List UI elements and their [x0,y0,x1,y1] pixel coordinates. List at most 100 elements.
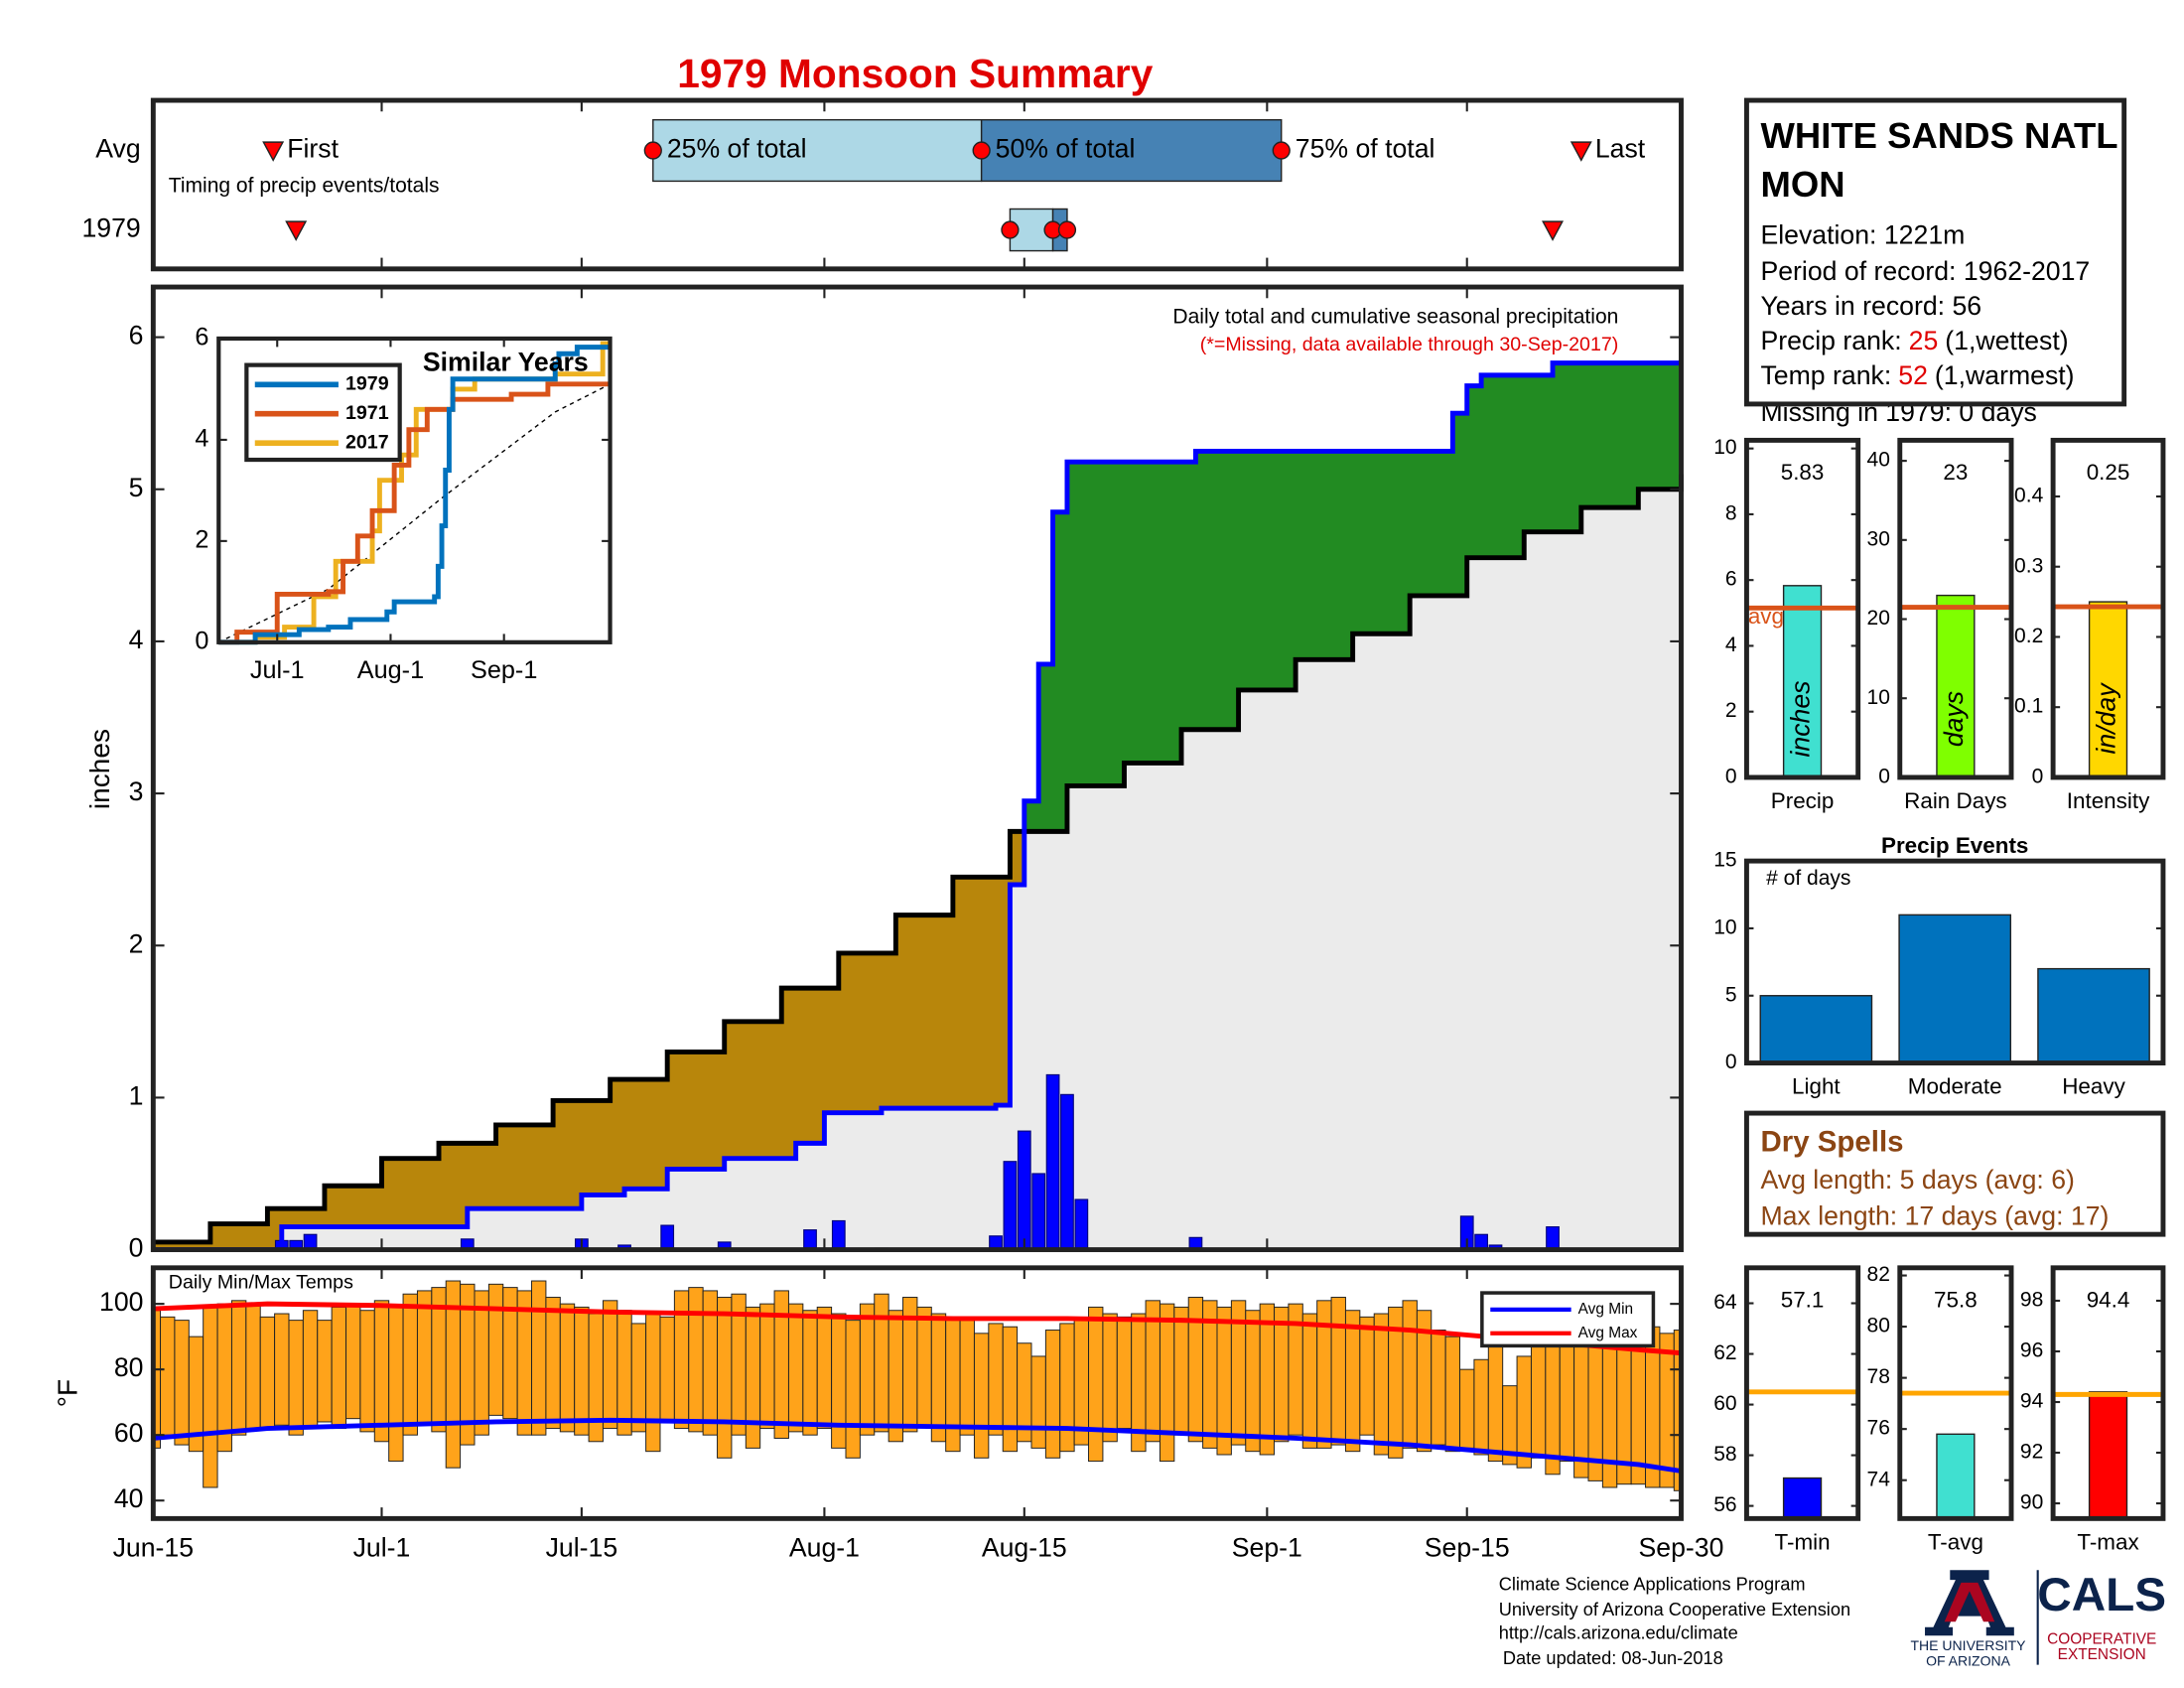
x-tick-label: Sep-1 [1232,1532,1302,1562]
category-label: T-min [1775,1530,1831,1555]
y-tick-label: 76 [1867,1417,1890,1440]
x-tick-label: Sep-1 [471,656,537,684]
y-tick-label: 0 [1878,765,1890,787]
timing-marker [1001,220,1020,239]
temp-bar [1002,1326,1019,1453]
temp-bar [1431,1330,1446,1446]
temp-bar [874,1293,889,1433]
row-label: Avg [95,134,140,164]
temp-bar [1173,1306,1189,1436]
temp-bar [288,1320,304,1436]
temp-bar [1473,1358,1489,1456]
x-tick-label: Jul-15 [546,1532,618,1562]
plot-frame [216,336,613,644]
y-tick-label: 4 [1725,633,1737,656]
y-tick-label: 30 [1867,527,1890,550]
timing-marker [643,141,662,160]
daily-bar [1031,1173,1046,1251]
daily-bar [831,1219,846,1251]
temp-bar [1516,1355,1532,1469]
temp-bar [559,1303,576,1433]
daily-bar [1003,1161,1018,1251]
y-axis-label: inches [84,729,115,809]
y-tick-label: 58 [1713,1443,1736,1466]
y-tick-label: 0 [2032,765,2044,787]
value-label: 57.1 [1781,1287,1825,1312]
bar [1936,594,1976,778]
temp-bar [160,1316,176,1436]
y-tick-label: 0.1 [2014,695,2043,718]
temp-rank-note: (1,warmest) [1935,360,2075,390]
y-tick-label: 4 [195,425,208,453]
temp-bar [487,1283,504,1416]
temp-bar [930,1313,947,1443]
temp-bar [1088,1306,1104,1463]
y-tick-label: 40 [114,1483,144,1513]
timing-label: 75% of total [1296,134,1435,164]
series-line [218,381,611,645]
y-tick-label: 96 [2020,1339,2043,1362]
y-tick-label: 5 [1725,983,1737,1006]
temp-bar [1044,1330,1061,1459]
temp-bar [274,1313,290,1426]
category-label: T-max [2077,1530,2138,1555]
y-tick-label: 6 [129,321,144,351]
daily-bar [660,1224,675,1251]
temp-bar [1659,1333,1675,1488]
y-tick-label: 40 [1867,449,1890,472]
bar [1936,1433,1976,1520]
y-tick-label: 60 [1713,1392,1736,1415]
temp-bar [230,1300,247,1436]
row-label: 1979 [81,213,140,243]
daily-bar [1017,1130,1031,1251]
legend-label: 1979 [345,372,389,394]
cals-text: CALS [2037,1569,2166,1621]
x-tick-label: Jul-1 [353,1532,411,1562]
temp-bar [717,1297,733,1459]
panel-title: Precip Events [1881,833,2028,858]
temp-bar [887,1310,904,1443]
timing-triangle [285,220,308,241]
plot-frame [150,284,1684,1253]
temp-bar [1159,1303,1175,1463]
temp-bar [1444,1336,1461,1453]
precip-rank-label: Precip rank: [1760,326,1901,355]
y-tick-label: 82 [1867,1263,1890,1286]
y-tick-label: 56 [1713,1493,1736,1516]
dry-spells-box [1743,1110,2166,1237]
x-tick-label: Jun-15 [113,1532,194,1562]
x-tick-label: Jul-1 [250,656,305,684]
timing-label: 25% of total [667,134,807,164]
legend-label: Avg Min [1578,1301,1633,1318]
y-tick-label: 0 [1725,1051,1737,1073]
area-base [153,474,1682,1250]
temp-bar [845,1320,861,1459]
temp-bar [1459,1368,1475,1449]
temp-bar [659,1316,675,1423]
timing-label: First [287,134,339,164]
temp-bar [973,1333,990,1459]
y-tick-label: 4 [129,625,144,654]
temp-bar [745,1306,761,1449]
x-tick-label: Sep-30 [1639,1532,1724,1562]
temp-bar [245,1303,261,1430]
precip-rank-value: 25 [1909,326,1939,355]
temp-bar [1059,1323,1075,1453]
plot-frame [1743,437,1861,780]
panel-y-label: # of days [1766,867,1850,890]
temp-bar [1216,1306,1232,1456]
ua-logo-inner [1944,1582,1995,1622]
x-tick-label: Aug-15 [982,1532,1067,1562]
unit-label: in/day [2092,682,2121,755]
plot-frame [2050,1265,2166,1521]
average-line [153,474,1684,1245]
temp-bar [959,1320,975,1436]
temp-bar [1245,1310,1261,1453]
timing-label: 50% of total [996,134,1136,164]
y-tick-label: 90 [2020,1491,2043,1514]
y-tick-label: 0 [195,628,208,655]
timing-triangle [262,141,285,162]
y-tick-label: 92 [2020,1441,2043,1464]
temp-bar [373,1300,390,1443]
unit-label: inches [1786,680,1816,757]
